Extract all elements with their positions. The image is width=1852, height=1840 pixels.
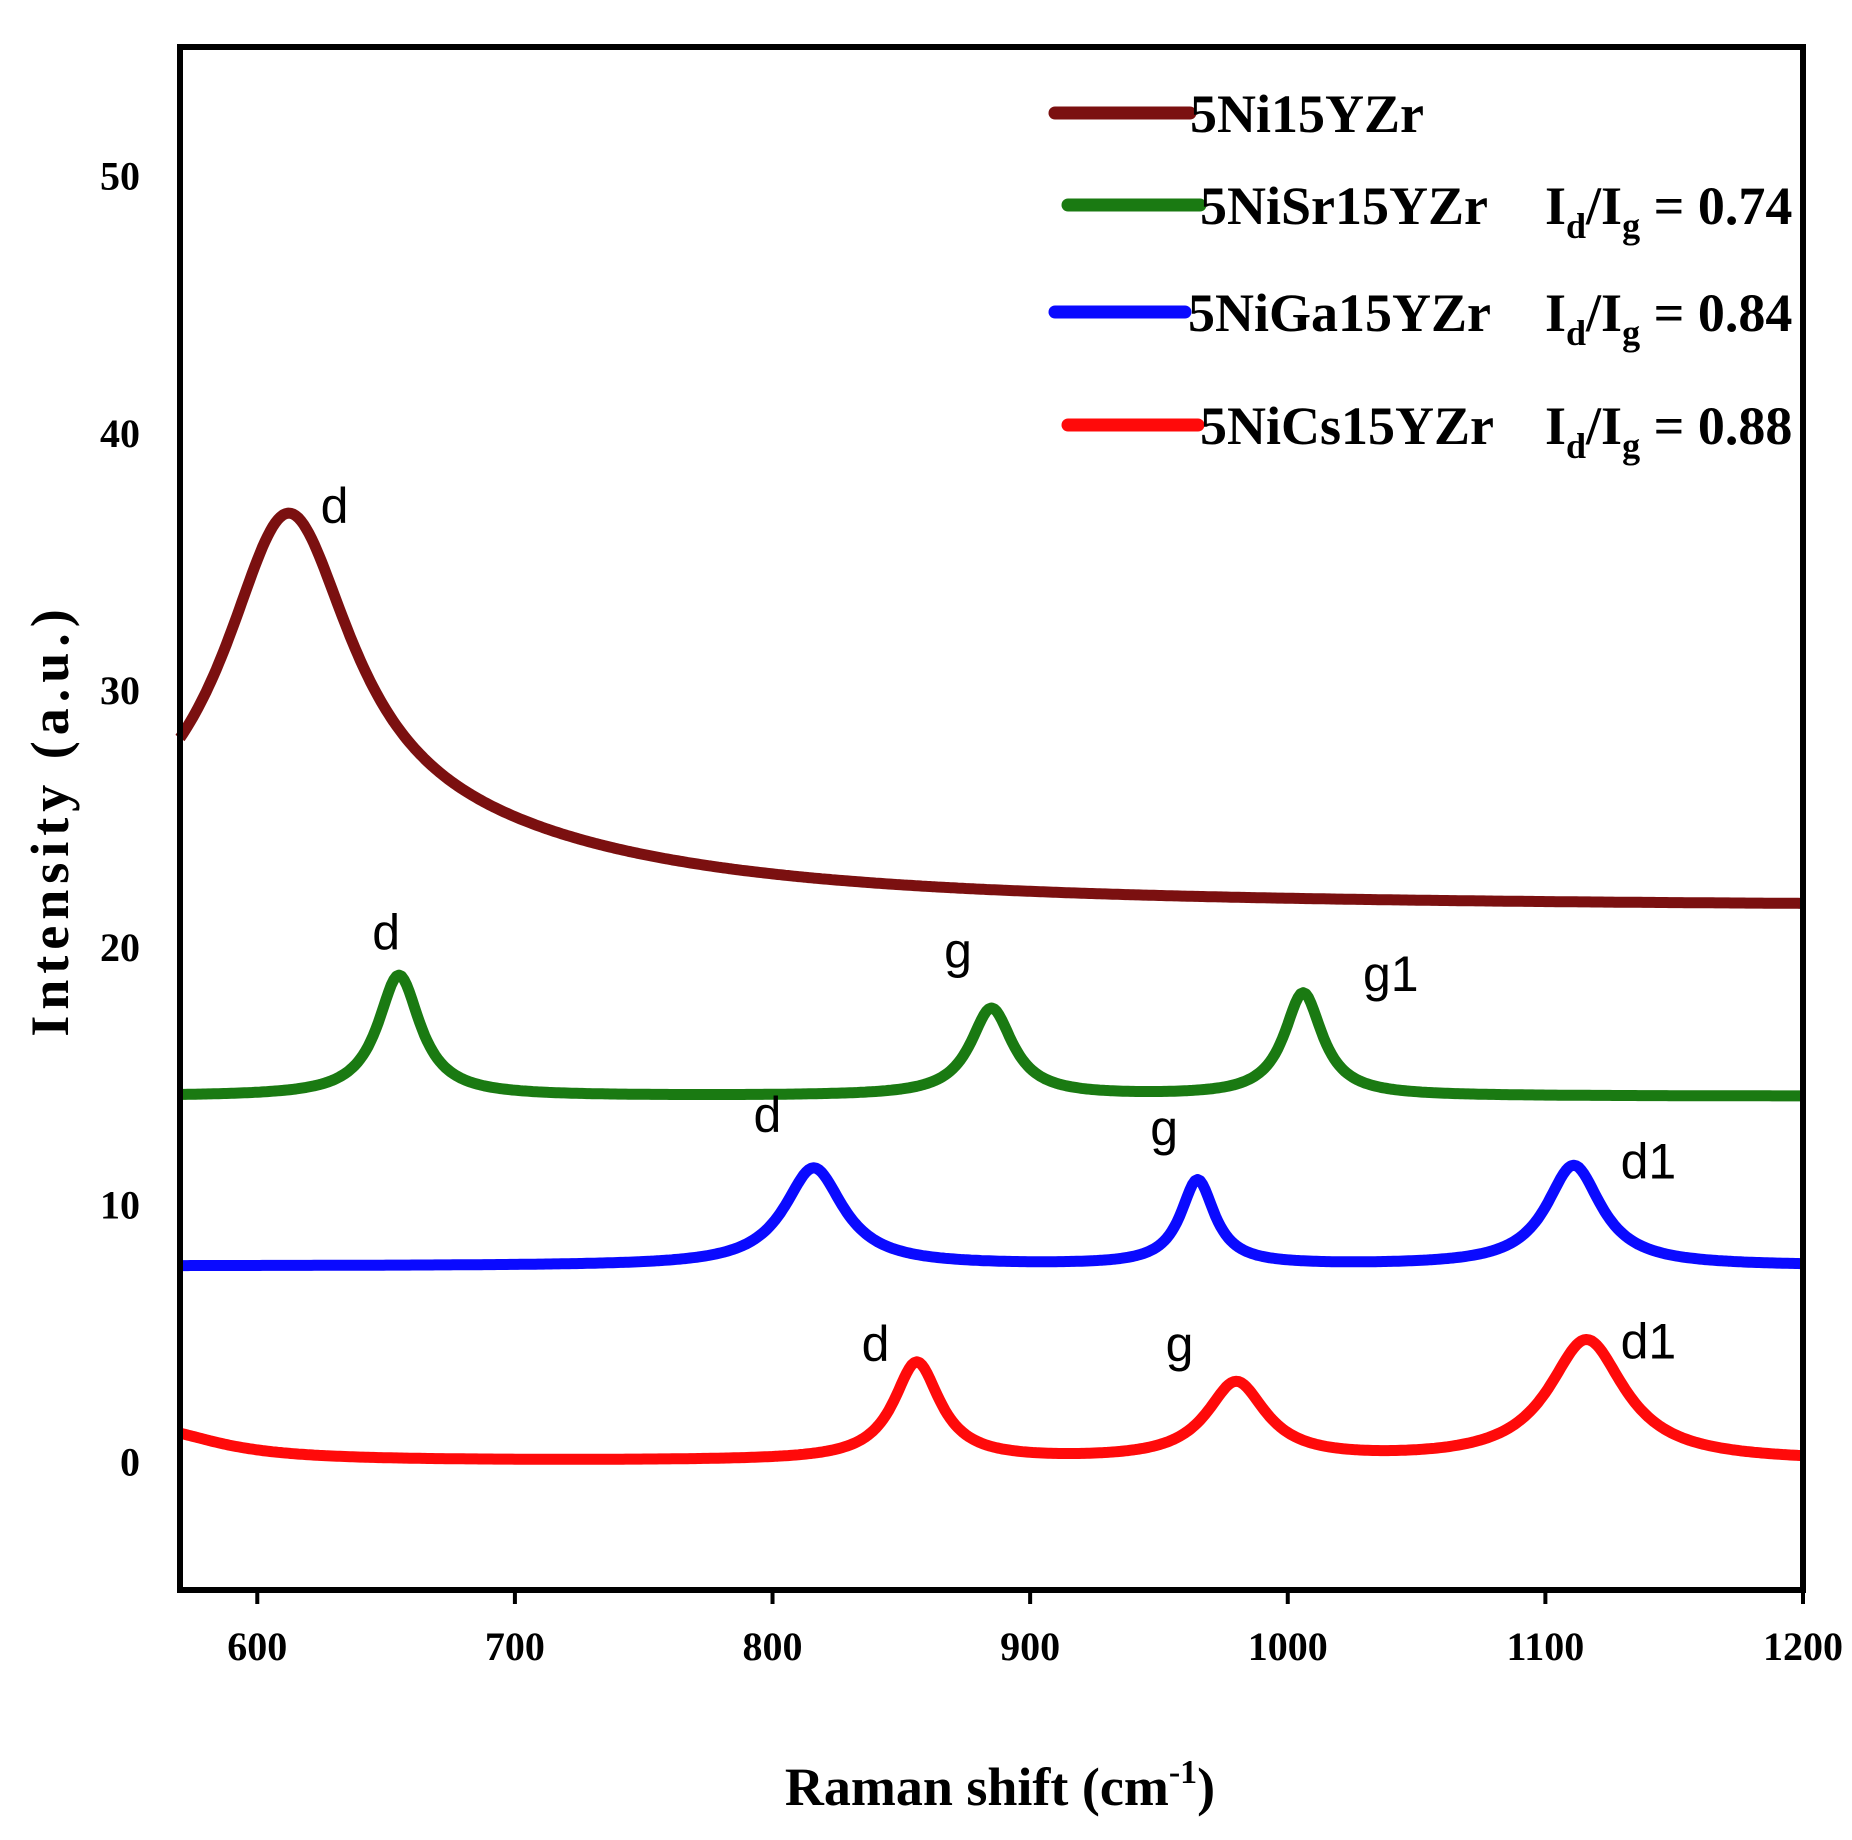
x-tick-label: 1000 bbox=[1248, 1624, 1328, 1669]
y-axis-label: Intensity (a.u.) bbox=[20, 603, 80, 1037]
ratio-sub-g: g bbox=[1622, 206, 1640, 246]
peak-label-d1: d1 bbox=[1621, 1134, 1677, 1190]
series-layer bbox=[175, 507, 1806, 1465]
x-axis-label: Raman shift (cm-1) bbox=[785, 1754, 1215, 1817]
x-tick-label: 600 bbox=[227, 1624, 287, 1669]
ratio-sub-d: d bbox=[1566, 206, 1586, 246]
legend-entry-5Ni15YZr: 5Ni15YZr bbox=[1190, 84, 1424, 144]
peak-label-layer: d d g g1 d g d1 d g d1 bbox=[321, 478, 1677, 1372]
x-tick-label: 900 bbox=[1000, 1624, 1060, 1669]
y-tick-label: 50 bbox=[100, 154, 140, 199]
series-line-5NiSr15YZr bbox=[177, 969, 1806, 1102]
ratio-sub-g: g bbox=[1622, 313, 1640, 353]
ratio-sub-d: d bbox=[1566, 426, 1586, 466]
ratio-I: I bbox=[1545, 283, 1566, 343]
x-tick-label: 1200 bbox=[1763, 1624, 1843, 1669]
ratio-I: I bbox=[1545, 176, 1566, 236]
peak-label-g1: g1 bbox=[1363, 946, 1419, 1002]
peak-label-d1: d1 bbox=[1621, 1314, 1677, 1370]
series-line-5NiCs15YZr bbox=[177, 1334, 1806, 1465]
x-axis-ticks: 600 700 800 900 1000 1100 1200 bbox=[227, 1590, 1843, 1669]
ratio-value: = 0.74 bbox=[1640, 176, 1792, 236]
legend-ratio-5NiCs15YZr: Id/Ig = 0.88 bbox=[1545, 396, 1792, 466]
series-line-5NiGa15YZr bbox=[177, 1159, 1806, 1272]
y-tick-label: 20 bbox=[100, 925, 140, 970]
x-axis-label-main: Raman shift (cm bbox=[785, 1757, 1169, 1817]
x-tick-label: 700 bbox=[485, 1624, 545, 1669]
x-axis-label-close: ) bbox=[1197, 1757, 1215, 1817]
legend-entry-5NiGa15YZr: 5NiGa15YZr bbox=[1188, 283, 1491, 343]
x-axis-label-sup: -1 bbox=[1169, 1754, 1197, 1791]
ratio-slash-I: /I bbox=[1585, 176, 1622, 236]
plot-frame bbox=[177, 44, 1806, 1593]
peak-label-d: d bbox=[321, 478, 349, 534]
peak-label-d: d bbox=[862, 1316, 890, 1372]
series-line-5Ni15YZr bbox=[175, 507, 1806, 909]
legend-ratio-5NiGa15YZr: Id/Ig = 0.84 bbox=[1545, 283, 1792, 353]
peak-label-d: d bbox=[372, 905, 400, 961]
peak-label-g: g bbox=[1150, 1100, 1178, 1156]
x-tick-label: 1100 bbox=[1506, 1624, 1584, 1669]
ratio-slash-I: /I bbox=[1585, 283, 1622, 343]
y-axis-ticks: 0 10 20 30 40 50 bbox=[100, 154, 140, 1485]
peak-label-g: g bbox=[1166, 1316, 1194, 1372]
ratio-sub-g: g bbox=[1622, 426, 1640, 466]
y-tick-label: 40 bbox=[100, 411, 140, 456]
legend-entry-5NiSr15YZr: 5NiSr15YZr bbox=[1200, 176, 1488, 236]
ratio-slash-I: /I bbox=[1585, 396, 1622, 456]
y-tick-label: 0 bbox=[120, 1439, 140, 1484]
y-tick-label: 10 bbox=[100, 1182, 140, 1227]
ratio-value: = 0.88 bbox=[1640, 396, 1792, 456]
legend-ratio-5NiSr15YZr: Id/Ig = 0.74 bbox=[1545, 176, 1792, 246]
peak-label-d: d bbox=[753, 1087, 781, 1143]
y-tick-label: 30 bbox=[100, 668, 140, 713]
peak-label-g: g bbox=[944, 923, 972, 979]
legend-entry-5NiCs15YZr: 5NiCs15YZr bbox=[1200, 396, 1494, 456]
x-tick-label: 800 bbox=[743, 1624, 803, 1669]
ratio-sub-d: d bbox=[1566, 313, 1586, 353]
ratio-I: I bbox=[1545, 396, 1566, 456]
ratio-value: = 0.84 bbox=[1640, 283, 1792, 343]
